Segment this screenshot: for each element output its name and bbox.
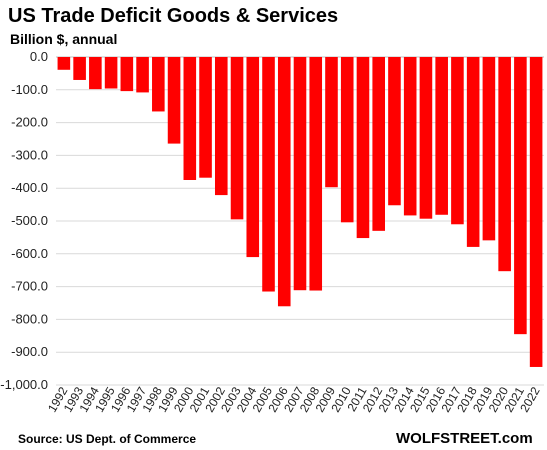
bar-2007 <box>293 57 307 291</box>
bar-2009 <box>325 57 338 188</box>
bar-2003 <box>230 57 244 220</box>
bar-2006 <box>277 57 291 307</box>
bar-1992 <box>57 57 71 70</box>
bar-2013 <box>388 57 401 206</box>
bar-2008 <box>309 57 323 291</box>
bar-2021 <box>514 57 527 335</box>
bar-2001 <box>199 57 212 178</box>
brand-watermark: WOLFSTREET.com <box>396 430 533 447</box>
bar-2010 <box>340 57 354 223</box>
bar-1995 <box>104 57 118 89</box>
y-tick-label: -800.0 <box>11 311 48 326</box>
bar-1999 <box>167 57 181 144</box>
bar-2022 <box>529 57 543 367</box>
bar-2004 <box>246 57 260 258</box>
bar-1996 <box>120 57 134 92</box>
x-axis-ticks: 1992199319941995199619971998199920002001… <box>45 384 543 414</box>
bar-2011 <box>356 57 370 239</box>
source-note: Source: US Dept. of Commerce <box>18 432 196 446</box>
bar-2020 <box>498 57 511 272</box>
bar-2014 <box>403 57 417 216</box>
bar-1997 <box>136 57 149 93</box>
y-axis-ticks: 0.0 -100.0 -200.0 -300.0 -400.0 -500.0 -600.0 -… <box>0 49 48 392</box>
y-tick-label: -500.0 <box>11 213 48 228</box>
y-tick-label: -600.0 <box>11 246 48 261</box>
y-tick-label: -400.0 <box>11 180 48 195</box>
y-tick-label: -100.0 <box>11 82 48 97</box>
bar-2005 <box>262 57 275 292</box>
bar-1998 <box>152 57 165 112</box>
bar-2017 <box>451 57 464 225</box>
y-tick-label: 0.0 <box>30 49 48 64</box>
bar-2000 <box>183 57 197 180</box>
y-tick-label: -200.0 <box>11 115 48 130</box>
y-tick-label: -900.0 <box>11 344 48 359</box>
chart-title: US Trade Deficit Goods & Services <box>8 5 338 27</box>
bar-1994 <box>89 57 102 90</box>
bar-2019 <box>482 57 496 241</box>
bar-1993 <box>73 57 86 80</box>
bar-2002 <box>214 57 228 196</box>
y-tick-label: -700.0 <box>11 279 48 294</box>
y-tick-label: -300.0 <box>11 147 48 162</box>
bar-2018 <box>466 57 480 247</box>
y-tick-label: -1,000.0 <box>0 377 48 392</box>
bar-2015 <box>419 57 433 219</box>
bar-2012 <box>372 57 385 231</box>
bar-2016 <box>435 57 448 215</box>
chart-subtitle: Billion $, annual <box>10 31 117 47</box>
bars <box>57 57 543 367</box>
